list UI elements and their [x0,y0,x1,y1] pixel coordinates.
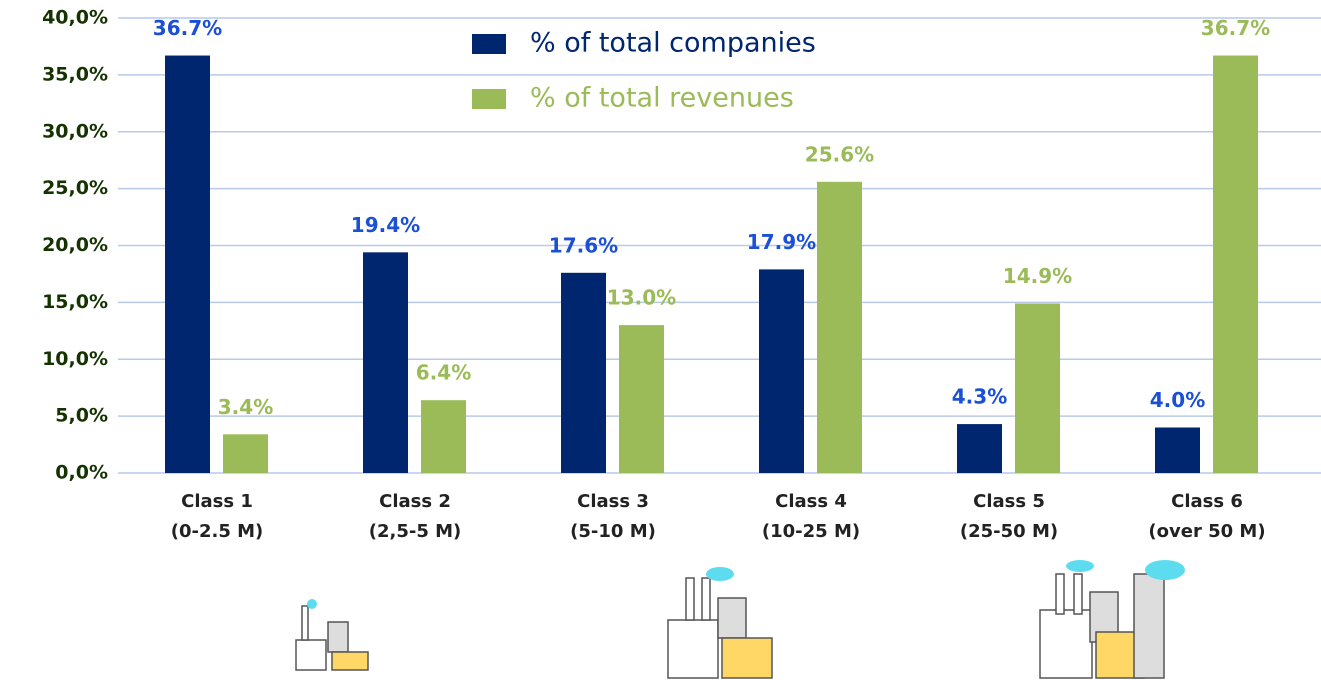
y-tick-label: 25,0% [42,177,108,199]
data-label: 3.4% [218,395,273,419]
bar [1015,303,1060,473]
legend-label: % of total companies [530,28,816,59]
bar [1213,55,1258,473]
y-tick-label: 10,0% [42,348,108,370]
bar [619,325,664,473]
data-label: 17.9% [747,230,816,254]
data-label: 4.3% [952,385,1007,409]
x-tick-label: (10-25 M) [762,521,860,542]
y-tick-label: 35,0% [42,63,108,85]
y-tick-label: 20,0% [42,234,108,256]
x-tick-label: Class 6 [1171,491,1243,512]
bar [759,269,804,473]
bar [561,272,606,473]
data-label: 36.7% [153,16,222,40]
factory-icon [1039,560,1185,679]
y-tick-label: 0,0% [55,462,108,484]
bar [817,181,862,474]
factory-icon [295,599,369,671]
x-tick-label: Class 5 [973,491,1045,512]
legend-swatch [472,34,506,54]
y-tick-label: 15,0% [42,291,108,313]
x-tick-label: Class 1 [181,491,253,512]
bar [223,434,268,473]
bar [957,424,1002,473]
legend-label: % of total revenues [530,83,794,114]
data-label: 36.7% [1201,16,1270,40]
y-tick-label: 5,0% [55,405,108,427]
bar [165,55,210,473]
x-tick-label: (over 50 M) [1148,521,1265,542]
x-tick-label: (2,5-5 M) [369,521,462,542]
x-tick-label: Class 2 [379,491,451,512]
y-tick-label: 40,0% [42,7,108,29]
data-label: 19.4% [351,213,420,237]
data-label: 6.4% [416,361,471,385]
x-tick-label: (5-10 M) [570,521,656,542]
x-tick-label: (0-2.5 M) [171,521,264,542]
x-tick-label: Class 4 [775,491,847,512]
bar [363,252,408,473]
factory-icon [667,567,773,679]
data-label: 17.6% [549,233,618,257]
data-label: 25.6% [805,142,874,166]
x-tick-label: (25-50 M) [960,521,1058,542]
bar [421,400,466,473]
data-label: 4.0% [1150,388,1205,412]
data-label: 13.0% [607,286,676,310]
y-tick-label: 30,0% [42,120,108,142]
bar [1155,427,1200,473]
legend-swatch [472,89,506,109]
data-label: 14.9% [1003,264,1072,288]
x-tick-label: Class 3 [577,491,649,512]
